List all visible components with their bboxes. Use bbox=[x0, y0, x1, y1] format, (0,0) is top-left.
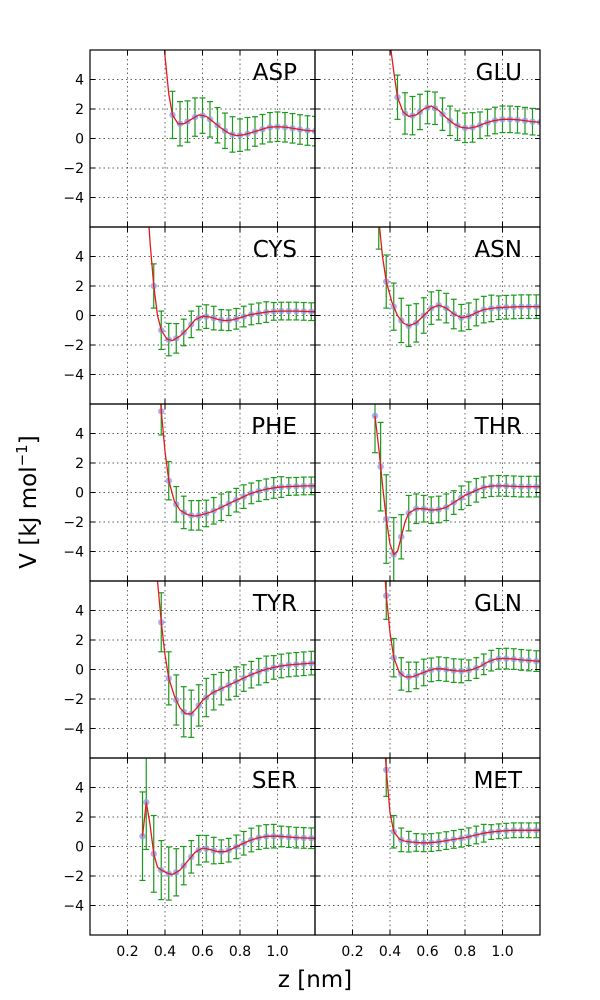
y-axis-label-superscript: −1 bbox=[13, 444, 31, 466]
x-tick-label: 0.6 bbox=[416, 944, 438, 960]
panel-asn: ASN bbox=[314, 216, 541, 405]
panel-title-cys: CYS bbox=[253, 237, 297, 263]
y-tick-label: 0 bbox=[75, 840, 84, 856]
y-tick-label: 0 bbox=[75, 663, 84, 679]
y-tick-label: 2 bbox=[75, 456, 84, 472]
panel-title-asp: ASP bbox=[253, 60, 297, 86]
y-tick-label: −2 bbox=[63, 338, 84, 354]
panel-data-ser bbox=[139, 758, 315, 901]
x-axis-label: z [nm] bbox=[278, 967, 352, 993]
y-tick-label: 0 bbox=[75, 309, 84, 325]
y-tick-label: −2 bbox=[63, 515, 84, 531]
x-tick-label: 0.2 bbox=[116, 944, 138, 960]
y-tick-label: −4 bbox=[63, 545, 84, 561]
fit-line bbox=[390, 50, 540, 129]
fit-line bbox=[156, 581, 315, 715]
x-tick-label: 0.4 bbox=[154, 944, 176, 960]
x-tick-label: 0.8 bbox=[454, 944, 476, 960]
panel-title-thr: THR bbox=[474, 414, 522, 440]
panel-data-thr bbox=[371, 404, 540, 581]
panel-data-glu bbox=[390, 50, 540, 144]
panel-met: 0.2 0.4 0.6 0.8 1.0 MET bbox=[314, 757, 541, 960]
y-tick-label: 4 bbox=[75, 604, 84, 620]
y-tick-label: 4 bbox=[75, 73, 84, 89]
fit-line bbox=[384, 581, 540, 678]
panel-data-asp bbox=[163, 50, 315, 153]
panel-title-gln: GLN bbox=[474, 591, 522, 617]
panel-thr: THR bbox=[314, 403, 541, 582]
data-point bbox=[376, 216, 382, 222]
panel-data-cys bbox=[148, 227, 315, 357]
x-tick-label: 1.0 bbox=[266, 944, 288, 960]
panel-data-met bbox=[383, 758, 540, 853]
y-tick-label: 4 bbox=[75, 427, 84, 443]
panel-title-phe: PHE bbox=[251, 414, 297, 440]
panels-layer: −4 −2 0 2 4 ASP GLU −4 −2 0 2 4 CYS ASN −4 −2 0 2 4 PHE THR −… bbox=[63, 49, 541, 960]
y-tick-label: 2 bbox=[75, 102, 84, 118]
y-tick-label: −4 bbox=[63, 191, 84, 207]
panel-title-tyr: TYR bbox=[252, 591, 297, 617]
panel-title-met: MET bbox=[474, 768, 523, 794]
y-axis-label-main: V [kJ mol bbox=[16, 466, 42, 568]
panel-data-tyr bbox=[156, 581, 315, 738]
y-tick-label: 4 bbox=[75, 781, 84, 797]
y-axis-label-end: ] bbox=[16, 435, 42, 444]
y-tick-label: −4 bbox=[63, 899, 84, 915]
panel-title-asn: ASN bbox=[474, 237, 522, 263]
panel-asp: −4 −2 0 2 4 ASP bbox=[63, 49, 316, 228]
panel-phe: −4 −2 0 2 4 PHE bbox=[63, 403, 316, 582]
fit-line bbox=[374, 415, 540, 556]
y-tick-label: 4 bbox=[75, 250, 84, 266]
x-tick-label: 0.4 bbox=[379, 944, 401, 960]
panel-gln: GLN bbox=[314, 580, 541, 759]
y-tick-label: 2 bbox=[75, 279, 84, 295]
panel-data-asn bbox=[375, 216, 540, 348]
y-tick-label: 0 bbox=[75, 132, 84, 148]
y-tick-label: −2 bbox=[63, 869, 84, 885]
y-tick-label: −2 bbox=[63, 692, 84, 708]
panel-title-ser: SER bbox=[252, 768, 297, 794]
y-tick-label: −4 bbox=[63, 368, 84, 384]
panel-tyr: −4 −2 0 2 4 TYR bbox=[63, 580, 316, 759]
y-tick-label: −4 bbox=[63, 722, 84, 738]
x-tick-label: 0.2 bbox=[341, 944, 363, 960]
panel-data-phe bbox=[158, 404, 315, 531]
panel-glu: GLU bbox=[314, 49, 541, 228]
fit-line bbox=[378, 227, 540, 327]
y-axis-label: V [kJ mol−1] bbox=[13, 435, 42, 568]
y-tick-label: 2 bbox=[75, 633, 84, 649]
x-tick-label: 1.0 bbox=[491, 944, 513, 960]
panel-title-glu: GLU bbox=[476, 60, 522, 86]
fit-line bbox=[163, 50, 315, 137]
panel-cys: −4 −2 0 2 4 CYS bbox=[63, 226, 316, 405]
y-tick-label: 0 bbox=[75, 486, 84, 502]
x-tick-label: 0.8 bbox=[229, 944, 251, 960]
fit-line bbox=[141, 802, 315, 876]
panel-data-gln bbox=[383, 581, 540, 693]
fit-line bbox=[384, 758, 540, 844]
fit-line bbox=[148, 227, 315, 342]
y-tick-label: −2 bbox=[63, 161, 84, 177]
y-tick-label: 2 bbox=[75, 810, 84, 826]
x-tick-label: 0.6 bbox=[191, 944, 213, 960]
panel-ser: −4 −2 0 2 4 0.2 0.4 0.6 0.8 1.0 SER bbox=[63, 757, 316, 960]
fit-line bbox=[160, 404, 315, 517]
